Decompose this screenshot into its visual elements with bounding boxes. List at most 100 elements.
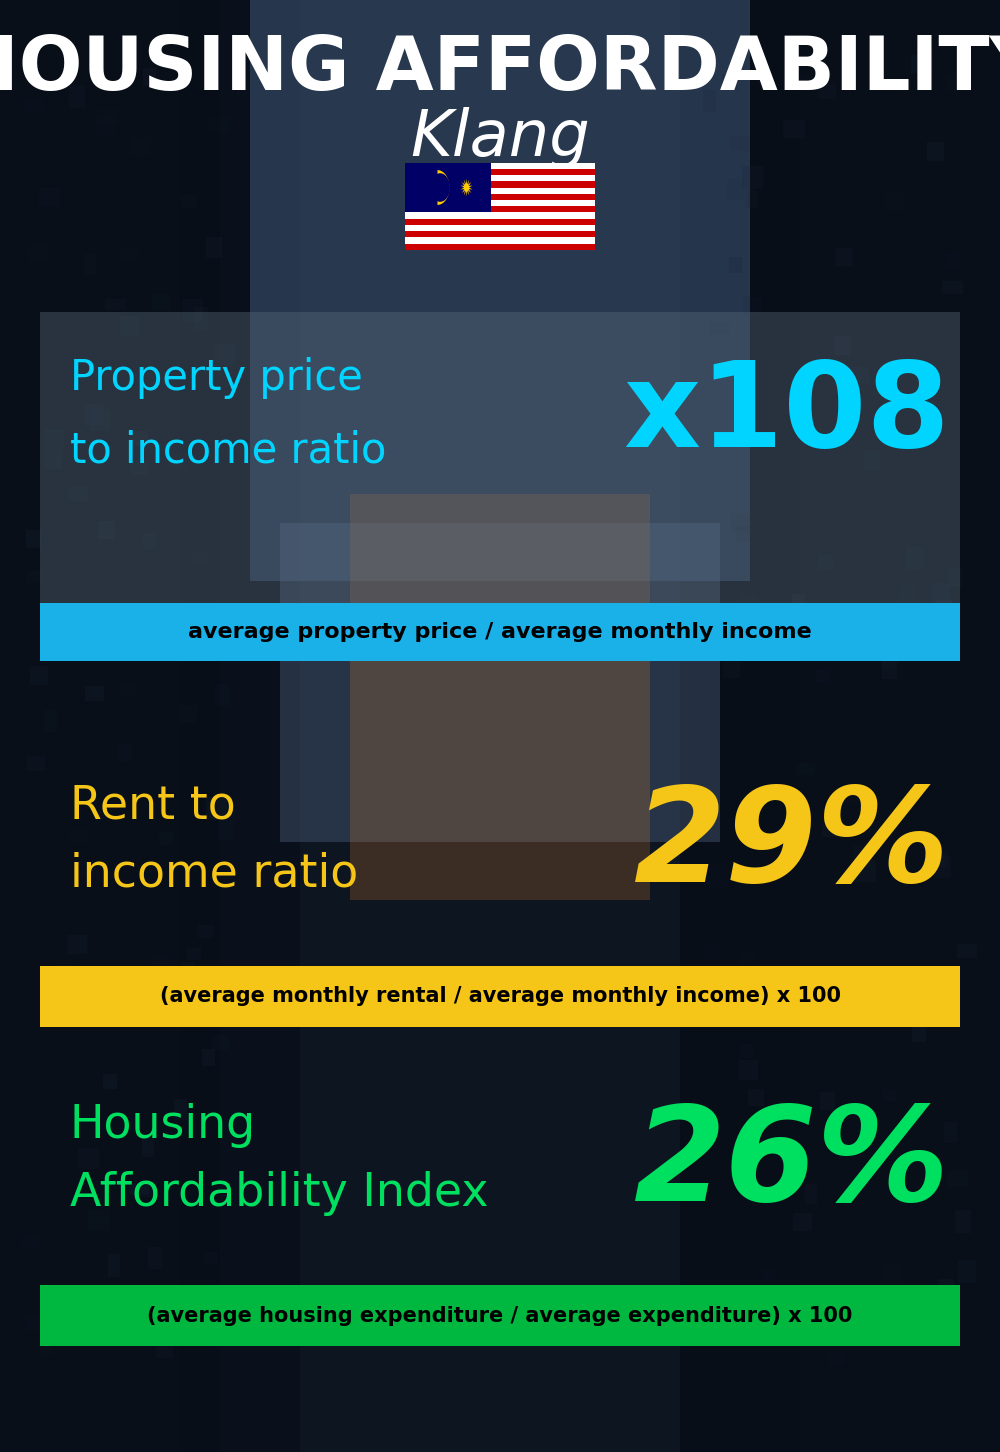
Bar [85, 404, 103, 425]
Bar [947, 1170, 968, 1188]
Bar [854, 860, 876, 881]
Bar [152, 621, 164, 637]
Bar [405, 168, 595, 176]
Bar [405, 187, 595, 193]
Text: Rent to: Rent to [70, 784, 236, 828]
Bar [180, 0, 300, 1452]
Bar [729, 257, 742, 273]
Bar [405, 212, 595, 219]
Bar [51, 1285, 72, 1304]
Text: Housing: Housing [70, 1104, 256, 1147]
Bar [40, 966, 960, 1027]
Bar [835, 248, 853, 266]
Bar [680, 0, 800, 1452]
Bar [882, 658, 897, 680]
Bar [946, 253, 960, 269]
Bar [405, 193, 595, 200]
Bar [202, 1048, 215, 1066]
Bar [797, 992, 818, 1006]
Bar [934, 855, 951, 877]
Text: Property price: Property price [70, 357, 363, 398]
Bar [748, 1089, 764, 1106]
Bar [40, 603, 960, 661]
Bar [934, 1297, 949, 1320]
Bar [819, 83, 836, 99]
Bar [168, 453, 187, 469]
Bar [97, 109, 118, 123]
Bar [198, 925, 214, 938]
Bar [68, 486, 88, 501]
Bar [152, 293, 170, 312]
Bar [177, 1101, 194, 1118]
Bar [730, 135, 749, 151]
Bar [705, 944, 719, 958]
Bar [885, 192, 903, 209]
Bar [143, 533, 156, 549]
Bar [834, 337, 850, 356]
Bar [181, 990, 194, 1011]
Bar [680, 0, 1000, 1452]
Bar [22, 1236, 40, 1247]
Bar [193, 553, 208, 565]
Bar [142, 1134, 154, 1157]
Text: Affordability Index: Affordability Index [70, 1172, 488, 1215]
Bar [159, 832, 173, 845]
Bar [792, 594, 805, 617]
Bar [105, 299, 126, 311]
Bar [91, 376, 103, 389]
Bar [130, 462, 148, 475]
Bar [957, 944, 977, 958]
Bar [784, 809, 801, 823]
Bar [405, 163, 595, 168]
Bar [70, 829, 89, 844]
Bar [783, 119, 805, 138]
Bar [124, 354, 139, 373]
Bar [405, 163, 490, 212]
Circle shape [430, 173, 450, 202]
Bar [737, 372, 755, 385]
Bar [405, 225, 595, 231]
Bar [142, 1182, 157, 1196]
Bar [181, 196, 197, 209]
Bar [118, 743, 132, 761]
Bar [727, 179, 744, 200]
Bar [156, 1343, 173, 1358]
Bar [731, 513, 750, 531]
Bar [40, 312, 960, 603]
Bar [78, 1147, 99, 1169]
Bar [120, 317, 139, 337]
Bar [722, 74, 738, 90]
Bar [944, 1122, 957, 1143]
Bar [820, 1092, 835, 1109]
Bar [405, 231, 595, 237]
Bar [796, 762, 815, 775]
Text: 29%: 29% [634, 781, 950, 909]
Bar [948, 568, 962, 587]
Bar [919, 1183, 939, 1196]
Bar [906, 547, 924, 569]
Bar [174, 1099, 187, 1119]
Bar [864, 452, 880, 470]
Bar [168, 639, 186, 655]
Bar [148, 1247, 162, 1269]
Bar [898, 585, 914, 601]
Bar [204, 1252, 218, 1263]
Bar [179, 706, 197, 723]
Bar [206, 797, 227, 820]
Bar [214, 344, 235, 366]
Bar [744, 1003, 758, 1015]
Bar [816, 668, 831, 684]
Bar [26, 1316, 46, 1330]
Bar [187, 948, 201, 960]
Text: 26%: 26% [634, 1101, 950, 1228]
Bar [182, 299, 203, 321]
Bar [24, 97, 44, 112]
Bar [912, 1024, 926, 1043]
Bar [40, 1285, 960, 1346]
Bar [818, 555, 833, 569]
Bar [859, 812, 881, 833]
Bar [736, 526, 750, 542]
Bar [911, 55, 933, 73]
Bar [28, 244, 47, 261]
Bar [740, 1044, 753, 1059]
